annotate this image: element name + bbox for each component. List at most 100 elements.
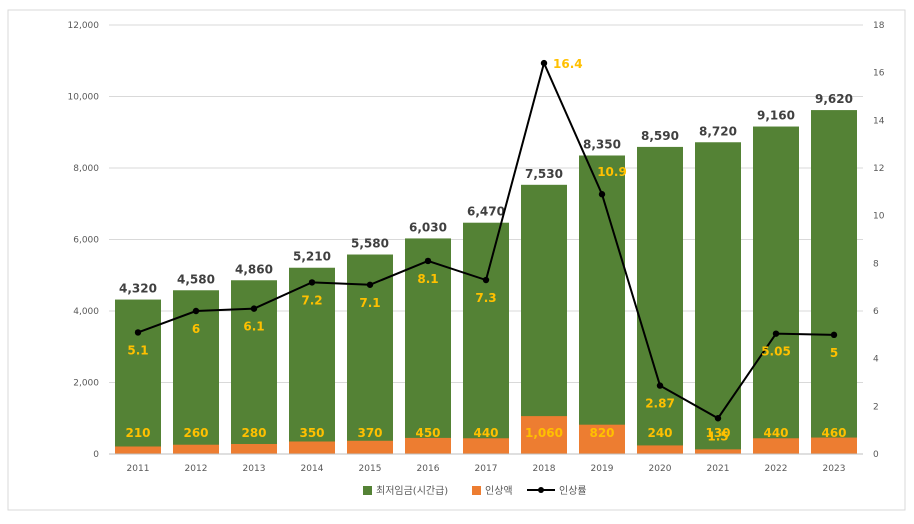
data-label-increase-rate: 5.1 <box>127 343 148 357</box>
legend-label-increase-amount: 인상액 <box>485 485 513 497</box>
bar-min-wage <box>753 126 799 454</box>
legend-marker-increase-rate <box>538 487 544 493</box>
data-label-increase-rate: 10.9 <box>597 165 627 179</box>
data-label-increase-amount: 820 <box>589 426 614 440</box>
data-label-increase-rate: 1.5 <box>707 429 728 443</box>
y-right-tick-label: 6 <box>873 307 879 317</box>
data-label-increase-rate: 7.1 <box>359 296 380 310</box>
bar-min-wage <box>521 184 567 455</box>
y-axis-left: 0 2,000 4,000 6,000 8,000 10,000 12,000 <box>68 21 100 460</box>
data-label-increase-amount: 260 <box>183 426 208 440</box>
bar-min-wage <box>579 155 625 455</box>
legend-label-min-wage: 최저임금(시간급) <box>376 484 448 497</box>
data-label-increase-amount: 240 <box>647 426 672 440</box>
bar-increase-amount <box>347 440 393 454</box>
line-point-increase-rate <box>192 307 200 315</box>
line-point-increase-rate <box>772 330 780 337</box>
x-tick-label: 2014 <box>301 464 324 474</box>
data-label-min-wage: 6,470 <box>467 205 505 219</box>
data-label-increase-amount: 210 <box>125 426 150 440</box>
bar-increase-amount <box>405 437 451 454</box>
x-tick-label: 2017 <box>475 464 498 474</box>
x-tick-label: 2023 <box>823 464 846 474</box>
bar-min-wage <box>811 110 857 455</box>
data-label-min-wage: 4,860 <box>235 262 273 276</box>
y-left-tick-label: 8,000 <box>73 164 99 174</box>
data-label-increase-rate: 5.05 <box>761 345 791 359</box>
line-point-increase-rate <box>482 276 490 284</box>
x-tick-label: 2022 <box>765 464 788 474</box>
bar-increase-amount <box>811 437 857 454</box>
x-tick-label: 2018 <box>533 464 556 474</box>
bar-min-wage <box>405 238 451 454</box>
legend-swatch-increase-amount <box>472 486 481 495</box>
line-point-increase-rate <box>714 415 722 422</box>
y-left-tick-label: 10,000 <box>68 93 100 103</box>
data-label-increase-rate: 6.1 <box>243 320 264 334</box>
data-label-min-wage: 6,030 <box>409 220 447 234</box>
data-label-min-wage: 8,350 <box>583 137 621 151</box>
data-label-min-wage: 5,580 <box>351 237 389 251</box>
y-left-tick-label: 2,000 <box>73 379 99 389</box>
bar-min-wage <box>463 222 509 454</box>
data-label-increase-rate: 7.2 <box>301 293 322 307</box>
bar-increase-amount <box>521 416 567 454</box>
data-label-min-wage: 4,320 <box>119 282 157 296</box>
line-point-increase-rate <box>656 382 664 389</box>
bar-increase-amount <box>637 445 683 454</box>
bar-increase-amount <box>753 438 799 454</box>
bar-increase-amount <box>115 446 161 454</box>
data-label-increase-rate: 5 <box>830 346 838 360</box>
legend: 최저임금(시간급) 인상액 인상률 <box>363 484 587 497</box>
line-point-increase-rate <box>134 329 142 336</box>
data-label-increase-amount: 460 <box>821 426 846 440</box>
y-right-tick-label: 4 <box>873 355 879 365</box>
data-label-increase-amount: 370 <box>357 426 382 440</box>
data-label-increase-amount: 450 <box>415 426 440 440</box>
data-label-min-wage: 9,160 <box>757 109 795 123</box>
line-point-increase-rate <box>424 257 432 265</box>
y-right-tick-label: 8 <box>873 259 879 269</box>
data-label-increase-amount: 1,060 <box>525 426 563 440</box>
line-point-increase-rate <box>540 59 548 67</box>
data-label-increase-rate: 6 <box>192 322 200 336</box>
y-left-tick-label: 0 <box>93 450 99 460</box>
x-tick-label: 2015 <box>359 464 382 474</box>
data-label-increase-rate: 16.4 <box>553 57 583 71</box>
data-label-increase-amount: 440 <box>473 426 498 440</box>
y-left-tick-label: 6,000 <box>73 236 99 246</box>
y-right-tick-label: 2 <box>873 402 879 412</box>
data-label-increase-rate: 8.1 <box>417 272 438 286</box>
data-label-min-wage: 7,530 <box>525 167 563 181</box>
y-right-tick-label: 16 <box>873 69 885 79</box>
y-right-tick-label: 18 <box>873 21 885 31</box>
bar-increase-amount <box>231 443 277 454</box>
data-label-increase-amount: 440 <box>763 426 788 440</box>
data-label-min-wage: 5,210 <box>293 250 331 264</box>
bar-min-wage <box>637 146 683 454</box>
data-label-increase-rate: 7.3 <box>475 291 496 305</box>
x-tick-label: 2013 <box>243 464 266 474</box>
y-right-tick-label: 12 <box>873 164 884 174</box>
bar-increase-amount <box>289 441 335 454</box>
bar-min-wage <box>695 142 741 454</box>
data-label-increase-amount: 280 <box>241 426 266 440</box>
legend-swatch-min-wage <box>363 486 372 495</box>
data-label-min-wage: 8,720 <box>699 124 737 138</box>
data-label-min-wage: 9,620 <box>815 92 853 106</box>
data-label-increase-amount: 130 <box>705 426 730 440</box>
y-right-tick-label: 14 <box>873 116 885 126</box>
y-left-tick-label: 12,000 <box>68 21 100 31</box>
line-point-increase-rate <box>598 191 606 198</box>
x-tick-label: 2011 <box>127 464 150 474</box>
y-left-tick-label: 4,000 <box>73 307 99 317</box>
bar-increase-amount <box>463 438 509 454</box>
line-point-increase-rate <box>308 279 316 286</box>
bar-min-wage <box>115 299 161 454</box>
y-axis-right: 0 2 4 6 8 10 12 14 16 18 <box>873 21 885 460</box>
data-label-min-wage: 8,590 <box>641 129 679 143</box>
data-label-increase-amount: 350 <box>299 426 324 440</box>
legend-label-increase-rate: 인상률 <box>559 485 587 497</box>
